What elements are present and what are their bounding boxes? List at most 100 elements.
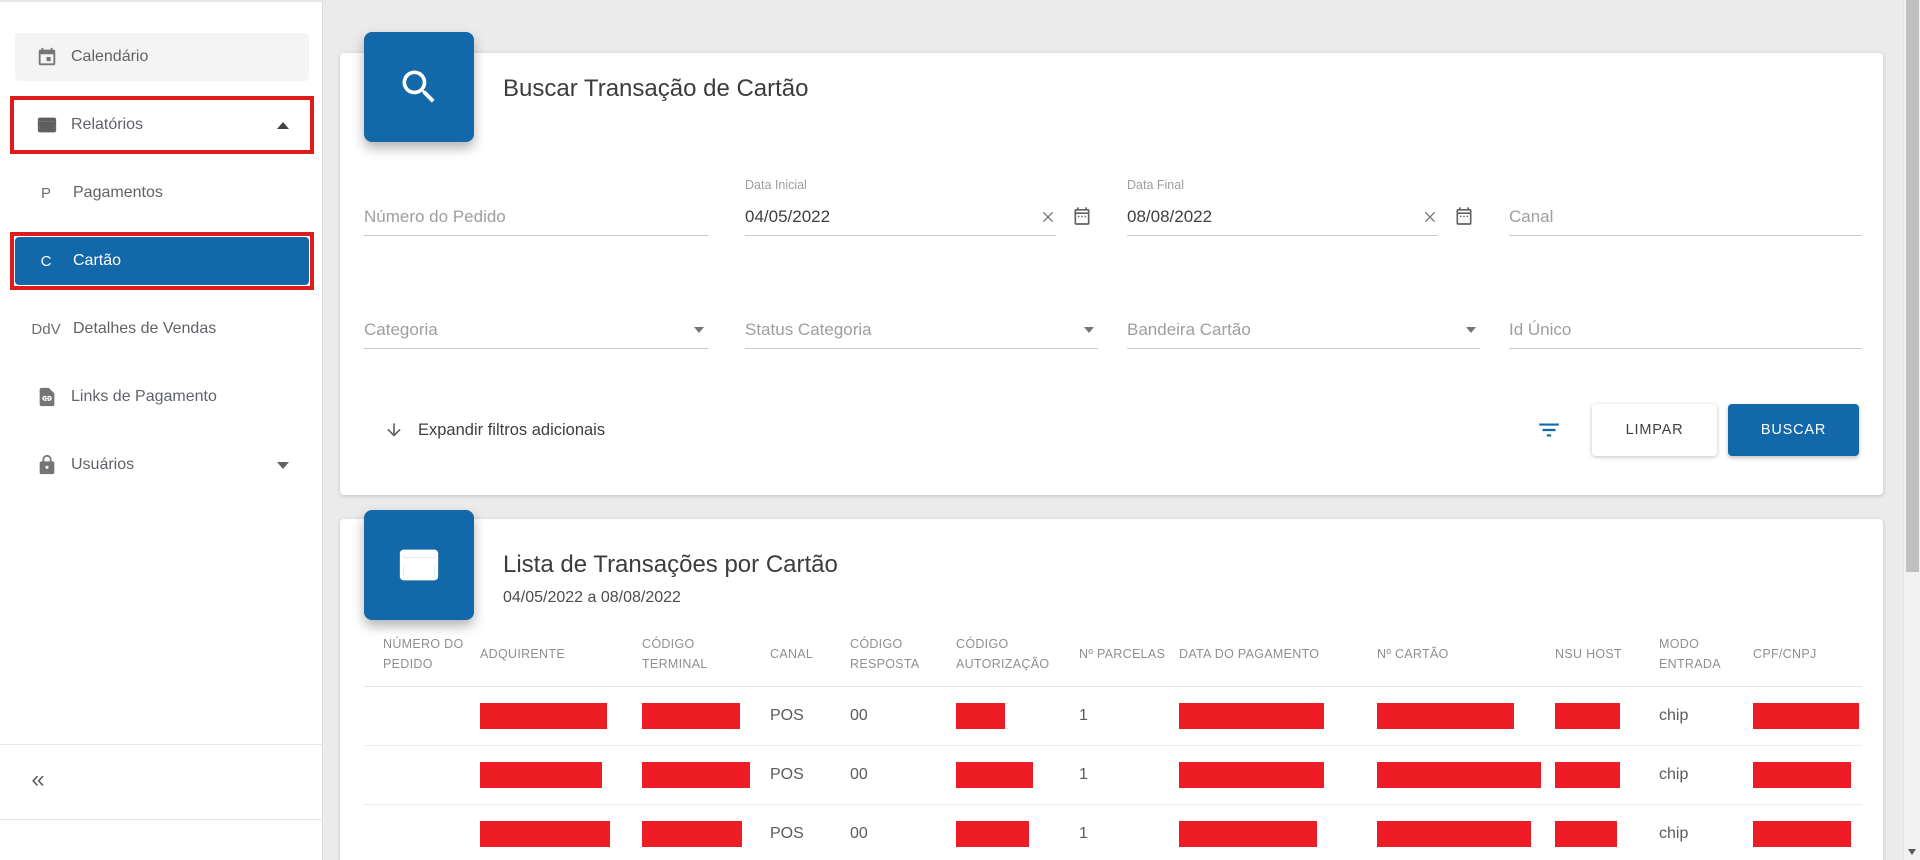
credit-card-icon — [35, 113, 59, 137]
unique-id-input[interactable] — [1509, 319, 1862, 340]
table-header-cell: NSU HOST — [1555, 646, 1622, 661]
credit-card-icon — [399, 549, 439, 581]
scrollbar-arrow-down-icon[interactable] — [1908, 849, 1916, 855]
dropdown-caret-icon[interactable] — [694, 326, 704, 333]
category-input[interactable] — [364, 319, 694, 340]
sidebar-collapse-button[interactable]: « — [31, 766, 45, 793]
table-cell — [642, 821, 770, 847]
table-header-row: NÚMERO DO PEDIDO ADQUIRENTE CÓDIGO TERMINA… — [364, 623, 1862, 687]
table-cell — [1377, 821, 1555, 847]
chevron-down-icon[interactable] — [277, 461, 289, 469]
table-cell: 00 — [850, 766, 868, 783]
item-prefix: P — [40, 184, 51, 202]
lock-icon — [35, 453, 59, 477]
start-date-calendar-icon[interactable] — [1072, 206, 1092, 227]
table-header-cell: Nº PARCELAS — [1079, 646, 1166, 661]
redaction-block — [1753, 821, 1851, 847]
payment-link-icon — [35, 385, 59, 409]
scrollbar-thumb[interactable] — [1906, 0, 1919, 572]
redaction-block — [1555, 821, 1617, 847]
table-cell: POS — [770, 707, 804, 724]
table-cell: chip — [1659, 707, 1689, 724]
sidebar-item-label: Cartão — [73, 252, 122, 269]
table-header-cell: Nº CARTÃO — [1377, 646, 1449, 661]
sidebar-item-relatorios[interactable]: Relatórios — [10, 96, 314, 154]
dropdown-caret-icon[interactable] — [1466, 326, 1476, 333]
table-cell — [1555, 703, 1659, 729]
redaction-block — [480, 703, 607, 729]
expand-filters-link[interactable]: Expandir filtros adicionais — [384, 415, 605, 445]
dropdown-caret-icon[interactable] — [1084, 326, 1094, 333]
sidebar-item-label: Pagamentos — [73, 184, 163, 201]
order-number-field — [364, 178, 708, 236]
transactions-card-title: Lista de Transações por Cartão — [503, 551, 838, 578]
table-cell: 00 — [850, 707, 868, 724]
table-row[interactable]: POS 00 1 chip — [364, 687, 1862, 746]
table-cell — [1555, 762, 1659, 788]
filter-list-icon[interactable] — [1536, 417, 1562, 443]
table-cell: POS — [770, 825, 804, 842]
table-body: POS 00 1 chip POS 00 1 chip POS 00 1 chip — [364, 687, 1862, 860]
redaction-block — [642, 762, 750, 788]
clear-end-date-icon[interactable] — [1422, 209, 1438, 225]
table-header-cell: NÚMERO DO PEDIDO — [383, 637, 464, 671]
sidebar-item-label: Relatórios — [71, 116, 144, 133]
table-header-cell: CPF/CNPJ — [1753, 646, 1817, 661]
transactions-card: Lista de Transações por Cartão 04/05/202… — [340, 510, 1883, 860]
table-cell — [642, 762, 770, 788]
table-cell: chip — [1659, 825, 1689, 842]
sidebar-item-usuarios[interactable]: Usuários — [15, 441, 309, 489]
sidebar-item-links-de-pagamento[interactable]: Links de Pagamento — [15, 373, 309, 421]
search-button[interactable]: BUSCAR — [1728, 404, 1859, 456]
end-date-calendar-icon[interactable] — [1454, 206, 1474, 227]
start-date-label: Data Inicial — [745, 178, 807, 192]
end-date-input[interactable] — [1127, 206, 1416, 227]
channel-input[interactable] — [1509, 206, 1862, 227]
sidebar-divider — [0, 819, 322, 820]
sidebar-item-detalhes-de-vendas[interactable]: DdV Detalhes de Vendas — [15, 305, 309, 353]
table-header-cell: CÓDIGO AUTORIZAÇÃO — [956, 637, 1050, 671]
redaction-block — [1179, 762, 1324, 788]
sidebar: Calendário Relatórios P Pagamentos C Car… — [0, 0, 323, 860]
item-prefix: DdV — [31, 320, 61, 338]
table-cell — [1555, 821, 1659, 847]
redaction-block — [1555, 762, 1620, 788]
calendar-icon — [35, 45, 59, 69]
start-date-field: Data Inicial — [745, 178, 1090, 236]
order-number-input[interactable] — [364, 206, 708, 227]
sidebar-item-cartao[interactable]: C Cartão — [10, 232, 314, 290]
table-cell: 1 — [1079, 766, 1088, 783]
redaction-block — [1179, 821, 1317, 847]
end-date-field: Data Final — [1127, 178, 1472, 236]
table-header-cell: CANAL — [770, 646, 814, 661]
sidebar-item-pagamentos[interactable]: P Pagamentos — [15, 169, 309, 217]
table-row[interactable]: POS 00 1 chip — [364, 746, 1862, 805]
card-brand-input[interactable] — [1127, 319, 1466, 340]
table-cell — [1377, 762, 1555, 788]
channel-field — [1509, 178, 1862, 236]
table-cell: POS — [770, 766, 804, 783]
start-date-input[interactable] — [745, 206, 1034, 227]
category-select — [364, 311, 708, 349]
transactions-table: NÚMERO DO PEDIDO ADQUIRENTE CÓDIGO TERMINA… — [364, 623, 1862, 860]
chevron-up-icon[interactable] — [277, 121, 289, 129]
unique-id-field — [1509, 311, 1862, 349]
table-cell — [1753, 762, 1862, 788]
clear-button[interactable]: LIMPAR — [1592, 404, 1717, 456]
clear-start-date-icon[interactable] — [1040, 209, 1056, 225]
vertical-scrollbar[interactable] — [1903, 0, 1920, 860]
table-row[interactable]: POS 00 1 chip — [364, 805, 1862, 860]
sidebar-nav: Calendário Relatórios P Pagamentos C Car… — [0, 2, 322, 489]
sidebar-item-calendario[interactable]: Calendário — [15, 33, 309, 81]
category-status-input[interactable] — [745, 319, 1084, 340]
redaction-block — [480, 762, 602, 788]
table-cell — [480, 703, 642, 729]
card-brand-select — [1127, 311, 1480, 349]
redaction-block — [1377, 821, 1531, 847]
transactions-date-range: 04/05/2022 a 08/08/2022 — [503, 589, 681, 606]
table-cell — [480, 762, 642, 788]
sidebar-item-label: Links de Pagamento — [71, 388, 217, 405]
table-cell — [1753, 821, 1862, 847]
redaction-block — [1555, 703, 1620, 729]
table-cell — [1377, 703, 1555, 729]
